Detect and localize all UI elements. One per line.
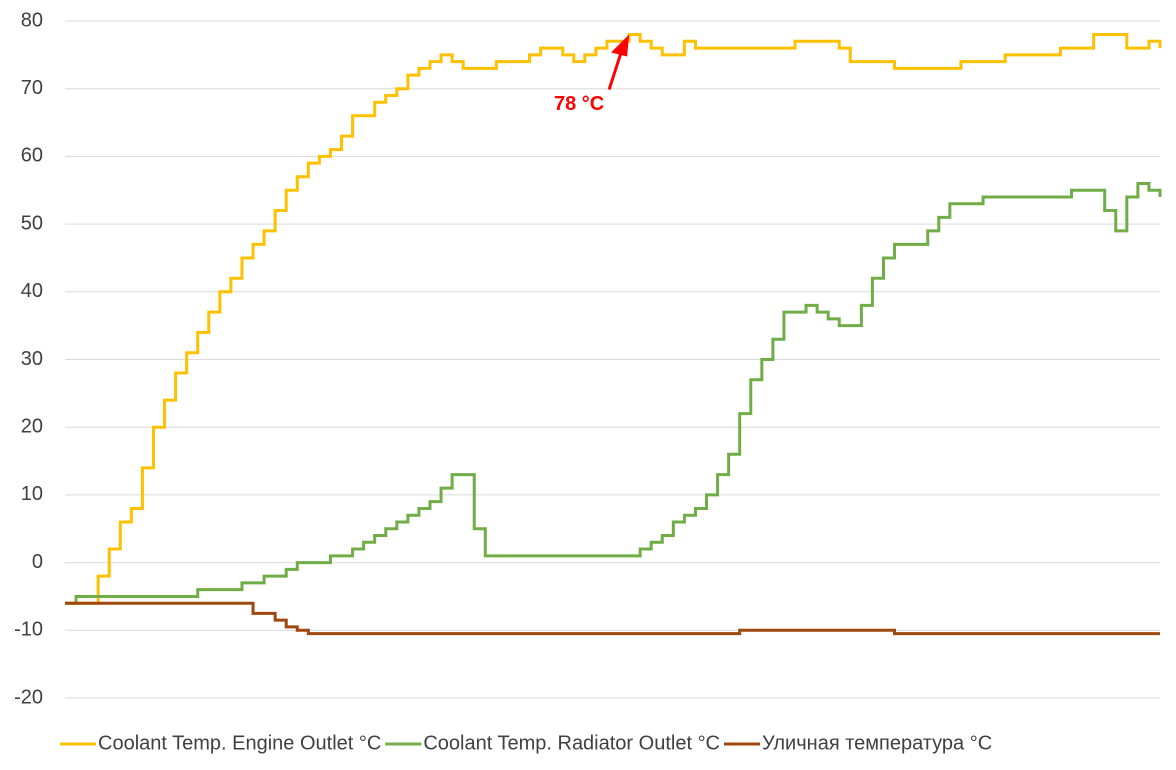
- series-line: [65, 181, 1162, 605]
- y-tick-label: 60: [21, 145, 43, 167]
- y-tick-label: -20: [14, 686, 43, 708]
- y-tick-label: 80: [21, 9, 43, 31]
- annotation-arrow: [607, 52, 623, 91]
- y-tick-label: 70: [21, 77, 43, 99]
- legend-label: Уличная температура °C: [762, 732, 992, 754]
- y-tick-label: -10: [14, 619, 43, 641]
- legend-label: Coolant Temp. Engine Outlet °C: [98, 732, 381, 754]
- series-line: [65, 601, 1160, 636]
- y-tick-label: 30: [21, 348, 43, 370]
- annotation-arrowhead: [611, 34, 630, 57]
- annotation: 78 °C: [554, 93, 604, 115]
- y-tick-label: 20: [21, 415, 43, 437]
- legend-label: Coolant Temp. Radiator Outlet °C: [423, 732, 720, 754]
- y-tick-label: 10: [21, 483, 43, 505]
- series-line: [65, 33, 1162, 605]
- y-tick-label: 40: [21, 280, 43, 302]
- y-tick-label: 50: [21, 212, 43, 234]
- y-tick-label: 0: [32, 551, 43, 573]
